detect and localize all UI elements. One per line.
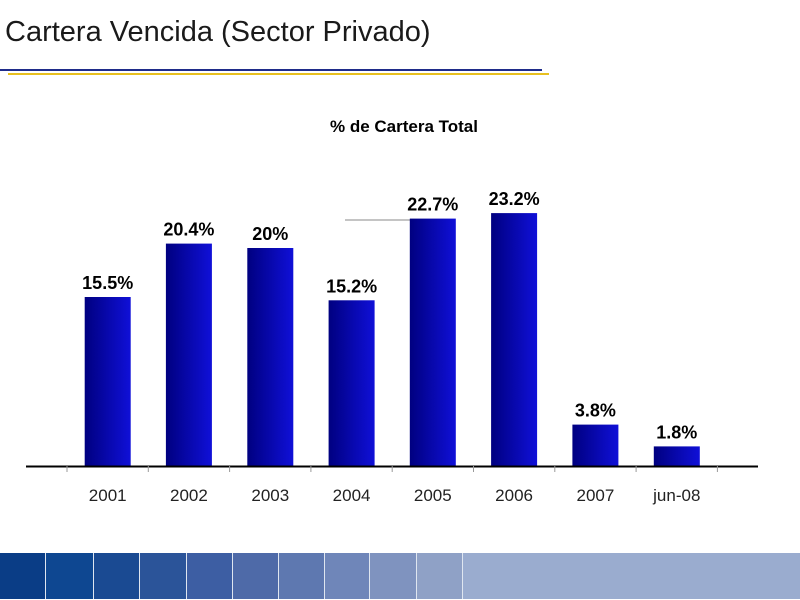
x-tick-label: 2004 xyxy=(333,486,371,505)
bar xyxy=(84,297,131,466)
title-underline-gold xyxy=(8,73,549,75)
x-tick-label: jun-08 xyxy=(652,486,700,505)
bar-chart: % de Cartera Total 15.5% 20.4% 20% 15.2% 22.… xyxy=(26,117,758,505)
data-label: 22.7% xyxy=(407,195,458,215)
footer-block xyxy=(46,553,94,599)
footer-block xyxy=(370,553,417,599)
footer-block xyxy=(416,553,464,599)
footer-block xyxy=(463,553,800,599)
bar xyxy=(572,424,619,466)
data-label: 1.8% xyxy=(656,422,697,442)
x-tick-label: 2006 xyxy=(495,486,533,505)
x-tick-label: 2002 xyxy=(170,486,208,505)
data-label: 23.2% xyxy=(489,189,540,209)
data-label: 15.2% xyxy=(326,276,377,296)
chart-title: % de Cartera Total xyxy=(330,117,478,136)
x-tick-label: 2007 xyxy=(576,486,614,505)
footer-block xyxy=(324,553,371,599)
data-label: 15.5% xyxy=(82,273,133,293)
footer-block xyxy=(278,553,325,599)
bar xyxy=(328,300,375,466)
footer-band xyxy=(0,552,800,600)
bar xyxy=(247,248,294,466)
data-label: 20% xyxy=(252,224,288,244)
bar xyxy=(165,243,212,466)
x-tick-label: 2003 xyxy=(251,486,289,505)
x-tick-label: 2005 xyxy=(414,486,452,505)
bar xyxy=(409,218,456,466)
data-label: 3.8% xyxy=(575,401,616,421)
data-label: 20.4% xyxy=(163,220,214,240)
bar xyxy=(491,213,538,466)
bar xyxy=(653,446,700,466)
footer-block xyxy=(186,553,234,599)
footer-block xyxy=(0,553,47,599)
x-tick-label: 2001 xyxy=(89,486,127,505)
slide-title: Cartera Vencida (Sector Privado) xyxy=(5,16,431,48)
footer-block xyxy=(140,553,187,599)
footer-block xyxy=(233,553,279,599)
footer-block xyxy=(93,553,141,599)
title-underline-blue xyxy=(0,69,542,71)
